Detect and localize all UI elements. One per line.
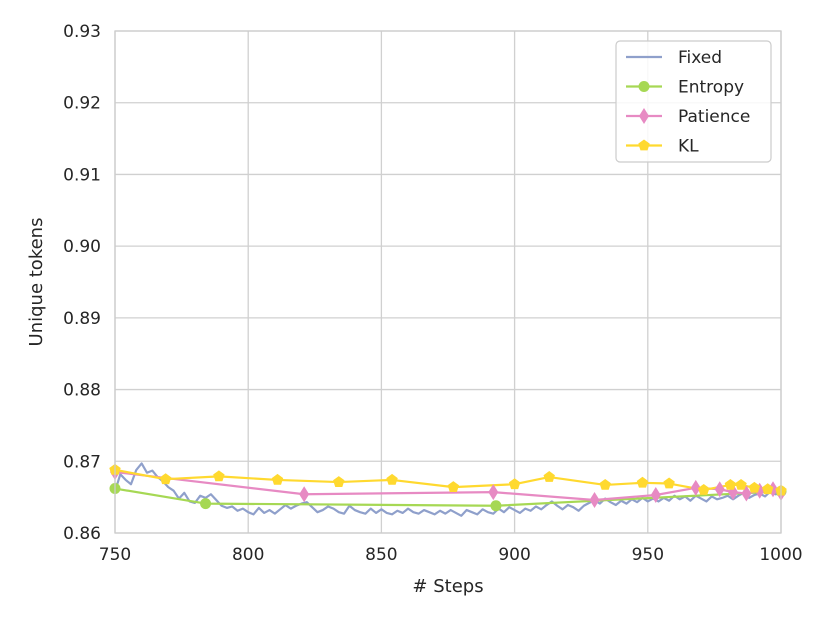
x-tick-label: 950	[632, 545, 664, 565]
legend-item-fixed: Fixed	[626, 48, 722, 68]
legend-label-kl: KL	[678, 137, 699, 157]
data-point-patience	[650, 486, 661, 503]
data-point-patience	[488, 484, 499, 501]
data-point-kl	[271, 473, 284, 485]
data-point-kl	[663, 477, 675, 489]
data-point-kl	[599, 478, 611, 490]
series-line-entropy	[115, 487, 781, 507]
legend-box	[615, 40, 772, 163]
y-tick-label: 0.87	[63, 452, 101, 472]
legend-label-fixed: Fixed	[678, 48, 722, 68]
data-point-kl	[724, 478, 737, 490]
series-markers	[109, 463, 787, 512]
y-tick-label: 0.92	[63, 94, 101, 114]
legend-item-entropy: Entropy	[626, 78, 744, 98]
x-tick-label: 900	[498, 545, 530, 565]
plot-frame	[114, 30, 782, 534]
legend-marker-kl	[638, 139, 650, 151]
data-point-patience	[589, 492, 600, 509]
data-point-kl	[543, 471, 555, 482]
data-point-kl	[508, 478, 521, 490]
series-line-fixed	[115, 462, 781, 517]
legend-marker-entropy	[638, 81, 650, 92]
data-point-kl	[735, 478, 747, 490]
x-axis-ticks: 750 800 850 900 950 1000	[99, 545, 803, 565]
legend-item-kl: KL	[626, 137, 699, 157]
data-point-kl	[447, 481, 460, 492]
legend-label-patience: Patience	[678, 107, 750, 127]
legend-marker-patience	[639, 108, 649, 124]
data-point-patience	[714, 481, 725, 498]
y-tick-label: 0.93	[63, 22, 101, 42]
legend-item-patience: Patience	[626, 107, 750, 127]
y-tick-label: 0.86	[63, 524, 101, 544]
y-axis-label: Unique tokens	[26, 218, 47, 347]
data-point-entropy	[490, 500, 502, 512]
data-point-kl	[636, 476, 649, 488]
x-tick-label: 800	[232, 545, 264, 565]
data-point-kl	[159, 473, 172, 485]
y-tick-label: 0.89	[63, 309, 101, 329]
x-tick-label: 1000	[759, 545, 802, 565]
data-point-kl	[748, 481, 761, 493]
legend-label-entropy: Entropy	[678, 78, 744, 98]
y-tick-label: 0.88	[63, 381, 101, 401]
data-point-entropy	[200, 498, 212, 510]
data-point-kl	[333, 476, 345, 487]
x-tick-label: 850	[365, 545, 397, 565]
legend: Fixed Entropy Patience KL	[615, 40, 772, 163]
y-tick-label: 0.90	[63, 237, 101, 257]
data-point-kl	[213, 470, 225, 482]
x-tick-label: 750	[99, 545, 131, 565]
data-point-kl	[761, 483, 774, 495]
data-point-patience	[690, 479, 701, 496]
data-point-kl	[386, 473, 398, 485]
y-axis-ticks: 0.86 0.87 0.88 0.89 0.90 0.91 0.92 0.93	[63, 22, 101, 544]
data-point-patience	[299, 486, 310, 503]
data-point-kl	[698, 483, 710, 495]
y-tick-label: 0.91	[63, 165, 101, 185]
x-axis-label: # Steps	[412, 576, 483, 597]
